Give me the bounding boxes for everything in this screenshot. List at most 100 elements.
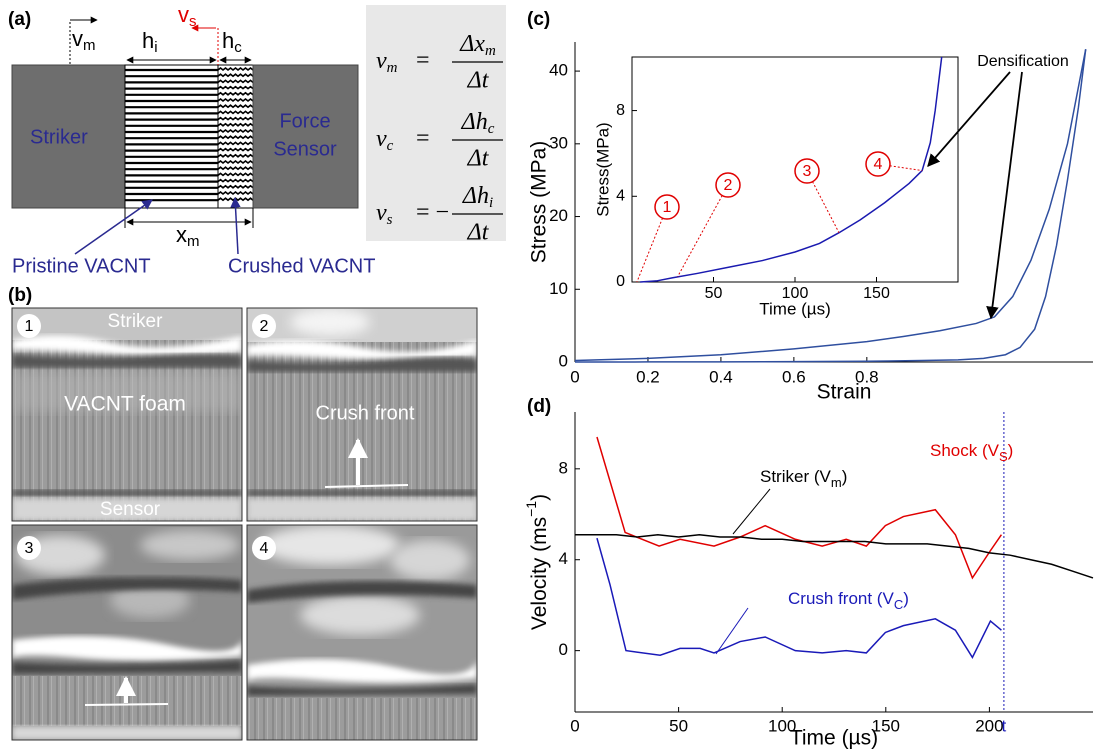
wave [217, 122, 254, 127]
photo-frame [11, 307, 243, 522]
y-tick-label: 20 [549, 206, 568, 225]
wave [217, 91, 254, 96]
text: v [178, 2, 189, 27]
marker-leader [677, 195, 723, 277]
wave [217, 190, 254, 196]
equation-lhs: vs [376, 200, 393, 229]
wave [217, 66, 254, 72]
text: h [142, 28, 154, 53]
sensor-block [252, 64, 359, 209]
marker-label: 1 [663, 199, 672, 216]
text: Δh [462, 183, 489, 209]
sub: m [83, 37, 96, 54]
text: v [376, 126, 387, 152]
wave [217, 73, 254, 78]
series-line [574, 49, 1087, 363]
crushed-waves [217, 66, 254, 202]
photo-number: 1 [25, 318, 34, 335]
y-tick-label: 0 [616, 273, 625, 290]
sub: c [234, 39, 242, 56]
striker-block [11, 64, 126, 209]
sub: s [189, 13, 197, 30]
photo-frame [246, 524, 478, 741]
y-tick-label: 8 [616, 102, 625, 119]
x-axis-label: Strain [817, 381, 872, 404]
marker-circle [654, 194, 680, 220]
photo [12, 308, 242, 521]
wave [217, 135, 254, 140]
crushed-label: Crushed VACNT [228, 255, 375, 277]
series-leader [715, 607, 749, 655]
photo-frame [246, 307, 478, 522]
y-axis-label: Stress(MPa) [593, 122, 612, 216]
photo [247, 525, 477, 740]
number-badge [17, 536, 41, 560]
photo-number: 4 [260, 540, 269, 557]
striker-label: Striker [30, 126, 88, 148]
sensor-label: Sensor [273, 138, 337, 160]
x-axis-label: Time (µs) [790, 727, 878, 750]
wave [217, 147, 254, 152]
photo-number: 2 [260, 318, 269, 335]
marker-circle [865, 151, 891, 177]
equation-lhs: vc [376, 126, 394, 155]
photo-label: Crush front [316, 402, 415, 424]
equation-num: Δhi [462, 183, 493, 212]
v-m-label: vm [72, 26, 96, 54]
text: x [176, 222, 187, 247]
x-tick-label: 150 [863, 285, 890, 302]
tail: ) [528, 494, 551, 501]
sub: m [187, 233, 200, 250]
x-tick-label: 100 [782, 285, 809, 302]
series-label: Striker (Vm) [760, 467, 847, 490]
y-tick-label: 40 [549, 61, 568, 80]
series-line [640, 56, 943, 283]
panel-label: (a) [8, 9, 31, 30]
x-axis-label: Time (µs) [759, 299, 831, 318]
time-marker-label: t [1002, 716, 1007, 735]
crush-line [324, 484, 409, 488]
text: v [376, 200, 387, 226]
wave [217, 184, 254, 189]
pristine-label: Pristine VACNT [12, 255, 151, 277]
photo [12, 525, 242, 740]
h-i-label: hi [142, 28, 158, 56]
number-badge [252, 314, 276, 338]
sub: s [387, 212, 393, 228]
annotation-arrow [927, 71, 1011, 167]
y-tick-label: 10 [549, 279, 568, 298]
panel-label: (c) [527, 9, 550, 30]
equation-num: Δhc [461, 109, 495, 138]
tail: ) [1008, 441, 1014, 460]
wave [217, 178, 254, 183]
photos: 1 2 3 4 Striker VACNT foam Sensor Crush … [11, 307, 478, 741]
y-tick-label: 0 [559, 640, 568, 659]
arrow [74, 199, 153, 255]
marker-circle [794, 158, 820, 184]
text: h [222, 28, 234, 53]
wave [217, 104, 254, 109]
x-tick-label: 0 [570, 716, 579, 735]
equation-sign: = − [416, 200, 449, 226]
x-tick-label: 0 [570, 367, 579, 386]
series-line [575, 533, 1094, 579]
tail: ) [903, 589, 909, 608]
annotation: Densification [977, 53, 1069, 70]
y-tick-label: 0 [559, 351, 568, 370]
number-badge [17, 314, 41, 338]
x-tick-label: 100 [768, 716, 796, 735]
photo-frame [11, 524, 243, 741]
y-tick-label: 8 [559, 458, 568, 477]
photo-label: Sensor [100, 499, 161, 520]
wave [217, 79, 254, 84]
foam-stripes [125, 68, 218, 202]
annotation-arrow [986, 71, 1023, 320]
crush-line [84, 703, 169, 706]
wave [217, 141, 254, 146]
y-axis-label: Velocity (ms−1) [523, 494, 551, 630]
x-tick-label: 0.2 [636, 367, 660, 386]
marker-label: 2 [724, 177, 733, 194]
sup: −1 [523, 501, 539, 517]
